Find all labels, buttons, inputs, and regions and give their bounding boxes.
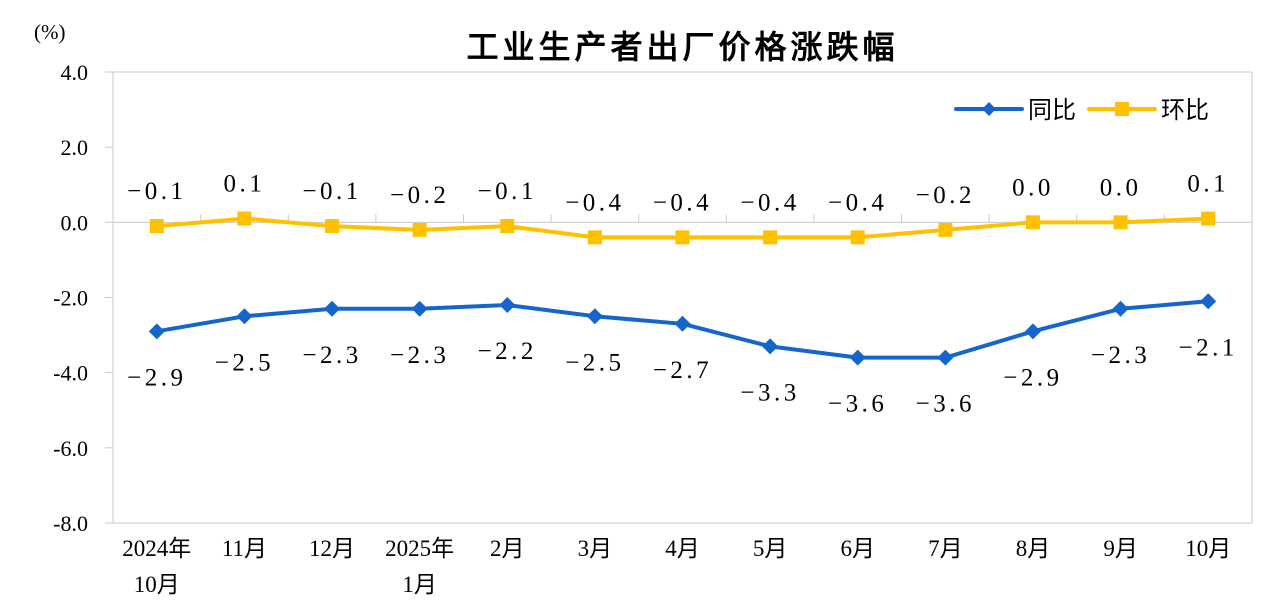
- data-label: −2.2: [478, 338, 537, 365]
- y-axis-unit-label: (%): [34, 20, 66, 44]
- data-label: −2.9: [1003, 364, 1062, 391]
- data-point-diamond: [674, 315, 691, 332]
- data-label: −2.5: [215, 349, 274, 376]
- x-tick-label: 10月: [1185, 536, 1231, 561]
- x-tick-label: 7月: [928, 536, 963, 561]
- data-label: −0.4: [565, 189, 624, 216]
- plot-border: [112, 71, 1253, 524]
- x-tick-label: 2月: [490, 536, 525, 561]
- data-label: −0.4: [653, 189, 712, 216]
- x-tick-label: 12月: [309, 536, 355, 561]
- y-tick-label: -4.0: [53, 361, 88, 386]
- y-tick-label: 4.0: [61, 60, 89, 85]
- data-point-square: [237, 211, 252, 226]
- data-point-square: [149, 219, 164, 234]
- data-label: −2.3: [390, 342, 449, 369]
- data-point-diamond: [1112, 300, 1129, 317]
- y-tick-label: -2.0: [53, 286, 88, 311]
- data-point-square: [500, 219, 515, 234]
- y-tick-label: -6.0: [53, 436, 88, 461]
- data-label: −0.4: [740, 189, 799, 216]
- legend-label-0: 同比: [1028, 97, 1076, 124]
- data-label: −3.6: [916, 391, 975, 418]
- data-point-square: [763, 230, 778, 245]
- data-label: −2.3: [302, 342, 361, 369]
- legend-marker-square: [1115, 102, 1129, 116]
- data-label: −0.1: [302, 178, 361, 205]
- data-point-diamond: [849, 349, 866, 366]
- y-tick-label: 0.0: [61, 210, 89, 235]
- y-tick-label: 2.0: [61, 135, 89, 160]
- data-label: 0.1: [224, 171, 266, 198]
- data-point-diamond: [148, 323, 165, 340]
- data-label: −2.3: [1091, 342, 1150, 369]
- data-point-square: [850, 230, 865, 245]
- data-point-square: [1113, 215, 1128, 230]
- data-label: −0.2: [390, 182, 449, 209]
- data-point-diamond: [324, 300, 341, 317]
- data-point-diamond: [586, 308, 603, 325]
- data-label: −0.4: [828, 189, 887, 216]
- data-point-diamond: [499, 297, 516, 314]
- data-point-square: [1025, 215, 1040, 230]
- data-label: 0.1: [1187, 171, 1229, 198]
- x-tick-label: 2024年 10月: [122, 536, 191, 597]
- x-tick-label: 6月: [840, 536, 875, 561]
- x-tick-label: 9月: [1103, 536, 1138, 561]
- data-label: −2.9: [127, 364, 186, 391]
- data-label: −2.5: [565, 349, 624, 376]
- data-label: 0.0: [1012, 174, 1054, 201]
- y-tick-label: -8.0: [53, 511, 88, 536]
- data-point-square: [325, 219, 340, 234]
- data-label: −2.1: [1179, 334, 1238, 361]
- data-point-diamond: [937, 349, 954, 366]
- data-point-diamond: [1024, 323, 1041, 340]
- x-tick-label: 3月: [578, 536, 613, 561]
- x-tick-label: 4月: [665, 536, 700, 561]
- legend-label-1: 环比: [1161, 97, 1209, 124]
- x-tick-label: 5月: [753, 536, 788, 561]
- data-label: −0.2: [916, 182, 975, 209]
- data-point-diamond: [411, 300, 428, 317]
- data-point-square: [938, 222, 953, 237]
- data-label: −3.6: [828, 391, 887, 418]
- data-point-square: [1201, 211, 1216, 226]
- data-point-diamond: [1200, 293, 1217, 310]
- data-point-square: [675, 230, 690, 245]
- data-label: −3.3: [740, 379, 799, 406]
- x-tick-label: 2025年 1月: [385, 536, 454, 597]
- legend-marker-diamond: [982, 102, 996, 116]
- data-label: −2.7: [653, 357, 712, 384]
- data-point-diamond: [762, 338, 779, 355]
- data-label: −0.1: [127, 178, 186, 205]
- x-tick-label: 8月: [1016, 536, 1051, 561]
- data-point-square: [412, 222, 427, 237]
- data-label: 0.0: [1100, 174, 1142, 201]
- chart-title: 工业生产者出厂价格涨跌幅: [466, 29, 899, 65]
- data-point-diamond: [236, 308, 253, 325]
- x-tick-label: 11月: [222, 536, 267, 561]
- data-label: −0.1: [478, 178, 537, 205]
- data-point-square: [587, 230, 602, 245]
